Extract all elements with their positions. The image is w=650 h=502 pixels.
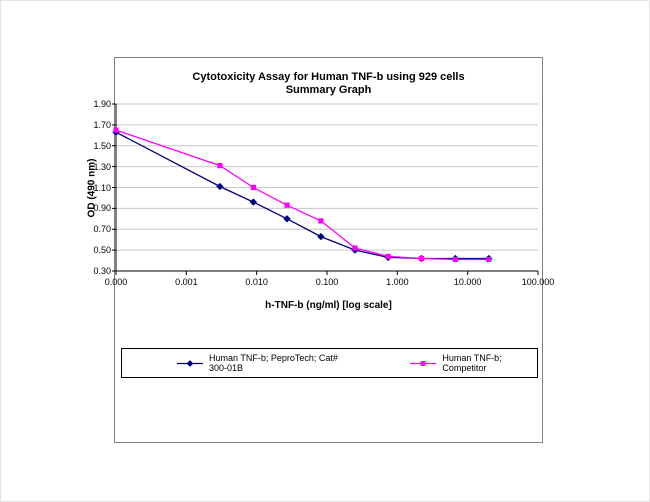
chart-title-line2: Summary Graph	[285, 84, 372, 96]
x-tick-label: 0.000	[104, 277, 128, 287]
x-tick-label: 0.001	[175, 277, 198, 287]
x-tick-label: 0.010	[245, 277, 268, 287]
y-tick-label: 0.70	[93, 224, 111, 235]
legend-marker-square-icon	[410, 360, 437, 366]
legend-marker-diamond-icon	[177, 359, 203, 367]
plot-area	[112, 103, 539, 275]
y-tick-label: 1.10	[93, 182, 111, 193]
y-tick-label: 1.90	[93, 99, 111, 109]
y-tick-label: 1.30	[93, 161, 111, 172]
x-tick-label: 1.000	[386, 277, 409, 287]
legend-item-peprotech: Human TNF-b; PeproTech; Cat# 300-01B	[177, 353, 358, 373]
y-tick-label: 1.70	[93, 119, 111, 130]
x-tick-label: 0.100	[315, 277, 339, 287]
y-tick-label: 1.50	[93, 140, 111, 151]
legend: Human TNF-b; PeproTech; Cat# 300-01B Hum…	[121, 348, 538, 378]
x-axis-title: h-TNF-b (ng/ml) [log scale]	[265, 300, 392, 311]
y-tick-label: 0.50	[93, 245, 111, 256]
legend-item-competitor: Human TNF-b; Competitor	[410, 353, 537, 373]
y-tick-label: 0.30	[93, 266, 111, 276]
legend-label-competitor: Human TNF-b; Competitor	[442, 353, 502, 373]
chart-title: Cytotoxicity Assay for Human TNF-b using…	[114, 71, 543, 97]
x-tick-label: 10.000	[453, 277, 482, 287]
chart-title-line1: Cytotoxicity Assay for Human TNF-b using…	[192, 71, 465, 83]
x-tick-label: 100.000	[521, 277, 555, 287]
y-tick-label: 0.90	[93, 203, 111, 214]
legend-label-peprotech: Human TNF-b; PeproTech; Cat# 300-01B	[209, 353, 338, 373]
